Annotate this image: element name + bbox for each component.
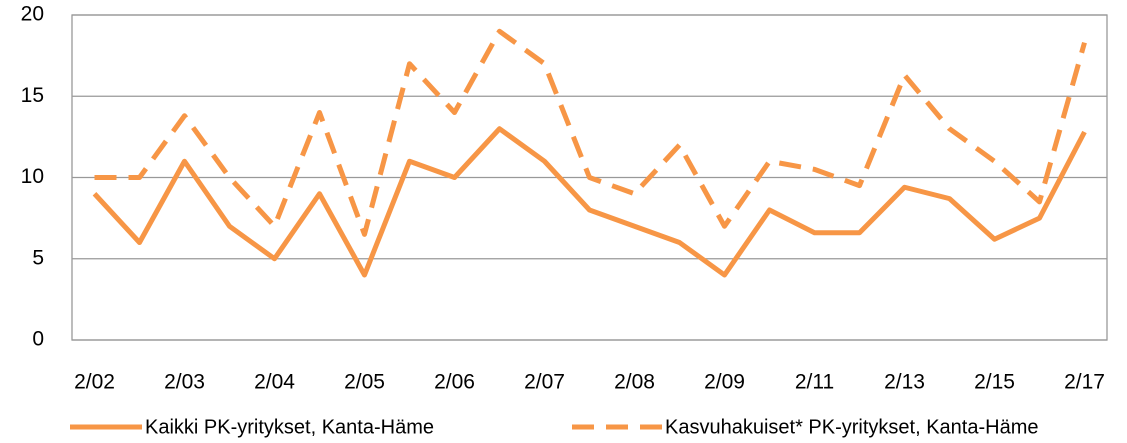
x-tick-label: 2/17	[1064, 371, 1105, 394]
x-tick-label: 2/13	[884, 371, 925, 394]
series-line	[92, 126, 1087, 278]
x-tick-label: 2/03	[164, 371, 205, 394]
legend-label: Kasvuhakuiset* PK-yritykset, Kanta-Häme	[665, 416, 1039, 438]
y-tick-label: 0	[32, 328, 44, 351]
x-tick-label: 2/15	[974, 371, 1015, 394]
series-line	[94, 28, 1087, 237]
x-tick-label: 2/06	[434, 371, 475, 394]
x-tick-label: 2/05	[344, 371, 385, 394]
x-tick-label: 2/11	[795, 371, 834, 394]
x-tick-label: 2/07	[524, 371, 565, 394]
legend-label: Kaikki PK-yritykset, Kanta-Häme	[145, 416, 434, 438]
x-tick-label: 2/02	[74, 371, 115, 394]
x-tick-label: 2/04	[254, 371, 295, 394]
x-tick-label: 2/08	[614, 371, 655, 394]
y-tick-label: 5	[32, 246, 44, 269]
x-tick-label: 2/09	[704, 371, 745, 394]
y-tick-label: 10	[21, 165, 44, 188]
y-tick-label: 20	[21, 3, 44, 26]
plot-border	[71, 14, 1108, 341]
y-tick-label: 15	[21, 84, 44, 107]
